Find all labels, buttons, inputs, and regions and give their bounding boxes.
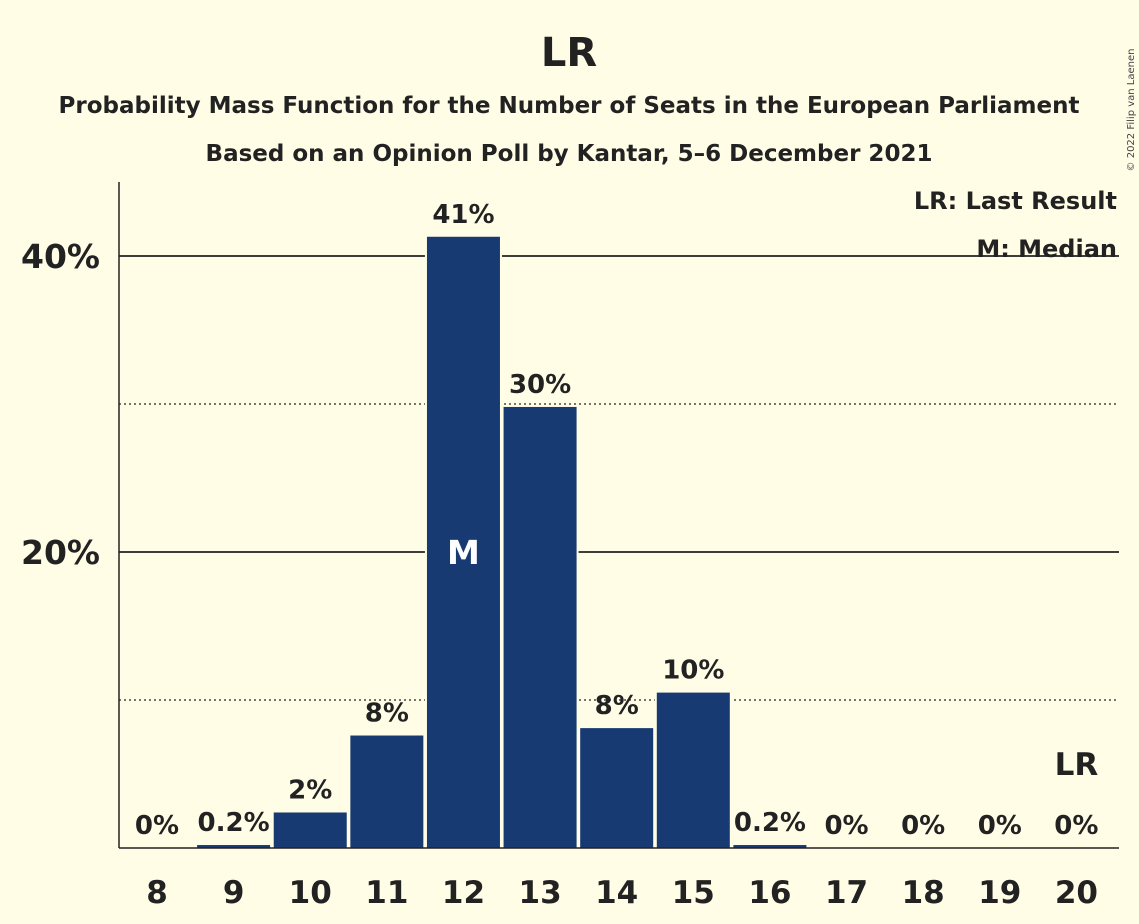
bar-value-label: 8%	[595, 691, 639, 721]
bars: 0% 0.2% 2% 8% 41% M 30% 8% 10% 0.2% 0% 0% 0% 0% LR	[135, 200, 1099, 848]
chart-subtitle-1: Probability Mass Function for the Number…	[59, 93, 1080, 119]
x-tick-label: 14	[595, 875, 638, 911]
bar-value-label: 0%	[1054, 811, 1098, 841]
x-tick-label: 12	[442, 875, 485, 911]
x-axis-ticks: 8 9 10 11 12 13 14 15 16 17 18 19 20	[146, 875, 1098, 911]
gridlines	[119, 255, 1119, 701]
bar-value-label: 41%	[432, 200, 494, 230]
bar-value-label: 0%	[135, 811, 179, 841]
bar-value-label: 30%	[509, 370, 571, 400]
x-tick-label: 9	[223, 875, 245, 911]
chart-title: LR	[541, 30, 597, 76]
x-tick-label: 16	[748, 875, 791, 911]
bar-value-label: 2%	[288, 775, 332, 805]
bar-value-label: 0.2%	[198, 808, 270, 838]
x-tick-label: 19	[978, 875, 1021, 911]
chart-subtitle-2: Based on an Opinion Poll by Kantar, 5–6 …	[206, 141, 933, 167]
x-tick-label: 18	[902, 875, 945, 911]
x-tick-label: 17	[825, 875, 868, 911]
copyright-notice: © 2022 Filip van Laenen	[1126, 49, 1137, 172]
legend-median: M: Median	[976, 235, 1117, 263]
bar	[503, 406, 577, 848]
y-tick-label: 40%	[21, 237, 100, 276]
y-axis-ticks: 20% 40%	[21, 237, 100, 572]
bar-value-label: 0%	[978, 811, 1022, 841]
x-tick-label: 8	[146, 875, 168, 911]
x-tick-label: 20	[1055, 875, 1098, 911]
bar-value-label: 0%	[901, 811, 945, 841]
bar	[350, 735, 424, 848]
bar	[733, 845, 807, 848]
bar-value-label: 8%	[365, 699, 409, 729]
bar	[426, 236, 500, 848]
x-tick-label: 11	[365, 875, 408, 911]
bar-value-label: 0.2%	[734, 808, 806, 838]
legend-last-result: LR: Last Result	[914, 187, 1117, 215]
x-tick-label: 15	[672, 875, 715, 911]
last-result-marker: LR	[1055, 747, 1099, 783]
x-tick-label: 10	[289, 875, 332, 911]
x-tick-label: 13	[519, 875, 562, 911]
bar	[273, 812, 347, 848]
bar-value-label: 0%	[824, 811, 868, 841]
bar	[197, 845, 271, 848]
bar	[580, 728, 654, 848]
bar	[656, 692, 730, 848]
median-marker: M	[447, 533, 480, 572]
bar-value-label: 10%	[662, 656, 724, 686]
y-tick-label: 20%	[21, 533, 100, 572]
